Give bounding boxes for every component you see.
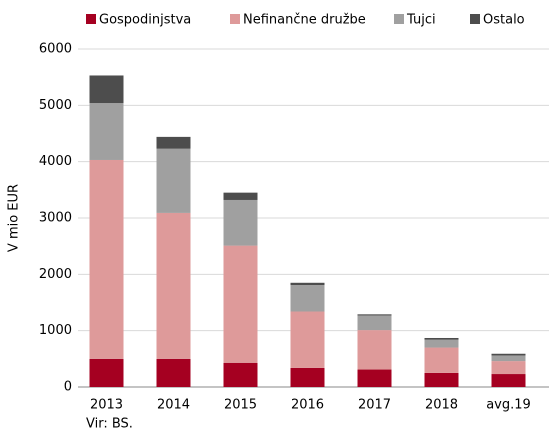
legend-label: Tujci <box>406 13 436 28</box>
bar-segment <box>424 372 459 387</box>
y-tick-label: 5000 <box>39 98 72 113</box>
legend-label: Gospodinjstva <box>99 13 191 28</box>
bar-segment <box>357 369 392 387</box>
bar-segment <box>156 148 191 213</box>
y-tick-label: 3000 <box>39 211 72 226</box>
bar-segment <box>491 355 526 362</box>
bar-segment <box>89 75 124 104</box>
x-tick-label: 2013 <box>90 398 123 413</box>
x-tick-label: 2015 <box>224 398 257 413</box>
bar-segment <box>491 374 526 387</box>
bar-segment <box>290 285 325 312</box>
bar-segment <box>357 330 392 370</box>
legend-swatch <box>394 14 404 24</box>
bar-segment <box>89 103 124 160</box>
bar-segment <box>290 311 325 368</box>
legend-label: Ostalo <box>483 13 525 28</box>
bar-segment <box>290 282 325 286</box>
bar-segment <box>424 339 459 348</box>
y-tick-label: 0 <box>64 380 72 395</box>
bar-segment <box>89 159 124 359</box>
legend-swatch <box>470 14 480 24</box>
bar-segment <box>223 199 258 246</box>
bar-segment <box>89 358 124 387</box>
y-tick-label: 1000 <box>39 323 72 338</box>
bar-segment <box>491 353 526 356</box>
bar-segment <box>223 362 258 387</box>
legend-swatch <box>230 14 240 24</box>
y-tick-label: 4000 <box>39 154 72 169</box>
x-tick-label: avg.19 <box>486 398 531 413</box>
bar-segment <box>290 367 325 387</box>
x-tick-label: 2018 <box>425 398 458 413</box>
source-note: Vir: BS. <box>86 417 133 432</box>
bar-segment <box>223 245 258 363</box>
y-tick-label: 6000 <box>39 42 72 57</box>
legend-swatch <box>86 14 96 24</box>
x-tick-label: 2017 <box>358 398 391 413</box>
legend-label: Nefinančne družbe <box>243 13 366 28</box>
bar-segment <box>156 136 191 149</box>
bar-segment <box>156 212 191 359</box>
bar-segment <box>424 347 459 373</box>
bar-segment <box>156 358 191 387</box>
y-tick-label: 2000 <box>39 267 72 282</box>
x-tick-label: 2016 <box>291 398 324 413</box>
bar-segment <box>357 315 392 331</box>
bar-segment <box>424 337 459 340</box>
y-axis-label: V mio EUR <box>7 184 22 252</box>
bar-segment <box>223 192 258 200</box>
bar-segment <box>491 361 526 375</box>
x-tick-label: 2014 <box>157 398 190 413</box>
bar-segment <box>357 314 392 316</box>
